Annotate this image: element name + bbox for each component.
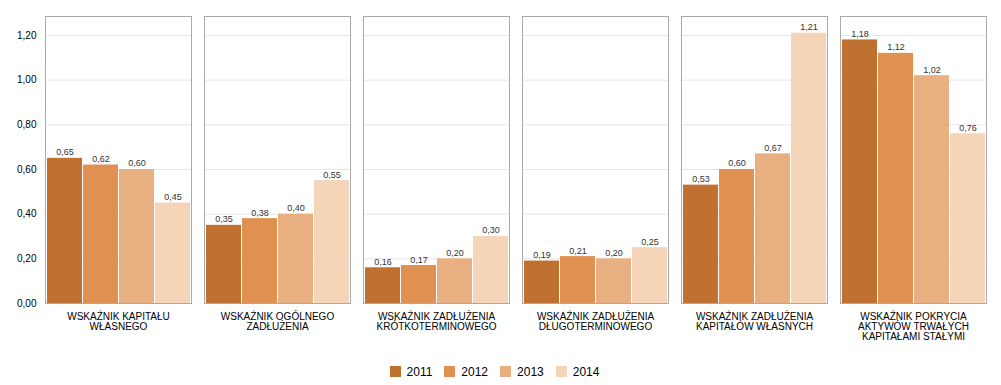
svg-text:1,21: 1,21 — [800, 22, 818, 32]
svg-text:WSKAŹNIK ZADŁUŻENIAKRÓTKOTERMI: WSKAŹNIK ZADŁUŻENIAKRÓTKOTERMINOWEGO — [377, 310, 497, 332]
svg-text:0,60: 0,60 — [728, 158, 746, 168]
svg-text:WSKAŹNIK POKRYCIAAKTYWÓW TRWAŁ: WSKAŹNIK POKRYCIAAKTYWÓW TRWAŁYCHKAPITAŁ… — [858, 310, 969, 342]
svg-text:0,60: 0,60 — [128, 158, 146, 168]
svg-text:0,40: 0,40 — [17, 208, 37, 219]
svg-text:0,20: 0,20 — [17, 253, 37, 264]
svg-text:0,25: 0,25 — [641, 237, 659, 247]
svg-text:WSKAŹNIK OGÓLNEGOZADŁUŻENIA: WSKAŹNIK OGÓLNEGOZADŁUŻENIA — [221, 310, 335, 332]
svg-text:0,35: 0,35 — [215, 214, 233, 224]
html-text:2012: 2012 — [461, 364, 488, 379]
svg-text:WSKAŹNIK KAPITAŁUWŁASNEGO: WSKAŹNIK KAPITAŁUWŁASNEGO — [67, 310, 170, 332]
svg-text:0,67: 0,67 — [764, 143, 782, 153]
svg-text:0,20: 0,20 — [446, 248, 464, 258]
svg-text:0,45: 0,45 — [164, 192, 182, 202]
svg-text:1,00: 1,00 — [17, 74, 37, 85]
svg-text:0,21: 0,21 — [569, 246, 587, 256]
svg-text:0,62: 0,62 — [92, 154, 110, 164]
svg-text:WSKAŹNIK ZADŁUŻENIAKAPITAŁÓW W: WSKAŹNIK ZADŁUŻENIAKAPITAŁÓW WŁASNYCH — [696, 310, 814, 332]
svg-text:0,80: 0,80 — [17, 119, 37, 130]
svg-text:WSKAŹNIK ZADŁUŻENIADŁUGOTERMIN: WSKAŹNIK ZADŁUŻENIADŁUGOTERMINOWEGO — [537, 310, 655, 332]
svg-text:0,55: 0,55 — [323, 170, 341, 180]
svg-text:0,30: 0,30 — [482, 225, 500, 235]
svg-text:1,18: 1,18 — [851, 29, 869, 39]
svg-text:0,60: 0,60 — [17, 164, 37, 175]
svg-text:0,20: 0,20 — [605, 248, 623, 258]
svg-text:0,17: 0,17 — [410, 255, 428, 265]
svg-text:0,00: 0,00 — [17, 298, 37, 309]
svg-text:0,16: 0,16 — [374, 257, 392, 267]
svg-text:1,12: 1,12 — [887, 42, 905, 52]
svg-text:0,76: 0,76 — [959, 123, 977, 133]
html-text:2011: 2011 — [406, 364, 433, 379]
svg-text:1,20: 1,20 — [17, 30, 37, 41]
svg-text:0,65: 0,65 — [56, 147, 74, 157]
svg-text:0,38: 0,38 — [251, 208, 269, 218]
svg-text:0,19: 0,19 — [533, 250, 551, 260]
svg-text:1,02: 1,02 — [923, 65, 941, 75]
html-text:2013: 2013 — [517, 364, 544, 379]
html-text:2014: 2014 — [572, 364, 600, 379]
svg-text:0,53: 0,53 — [692, 174, 710, 184]
svg-text:0,40: 0,40 — [287, 203, 305, 213]
